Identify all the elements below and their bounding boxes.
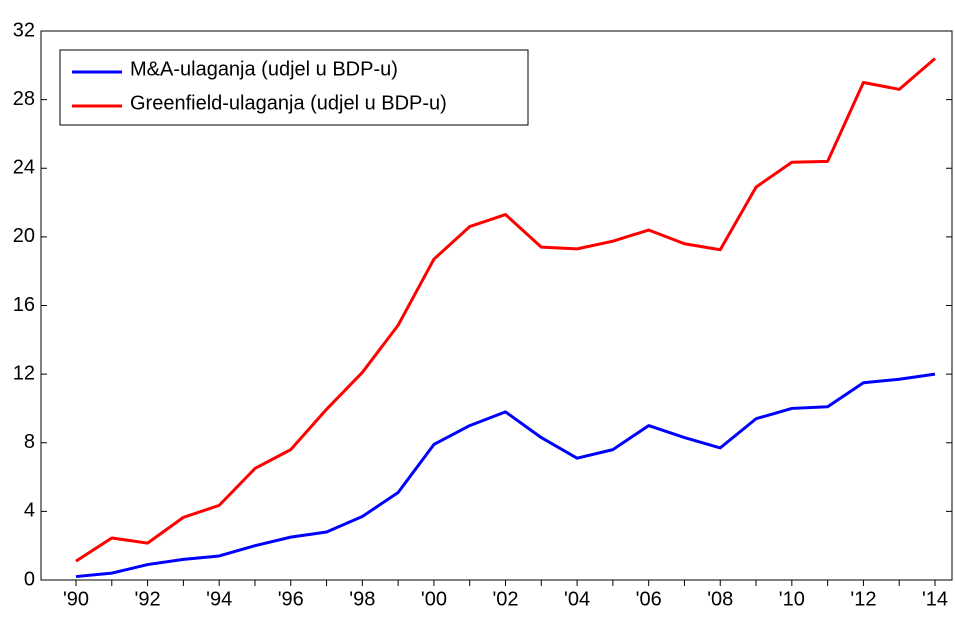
y-tick-label: 20 xyxy=(13,225,35,247)
x-tick-label: '12 xyxy=(850,588,876,610)
y-tick-label: 8 xyxy=(24,431,35,453)
y-tick-label: 16 xyxy=(13,294,35,316)
x-tick-label: '92 xyxy=(135,588,161,610)
series-line xyxy=(75,57,936,563)
y-tick-label: 24 xyxy=(13,157,35,179)
x-tick-label: '10 xyxy=(779,588,805,610)
y-tick-label: 0 xyxy=(24,568,35,590)
x-tick-label: '08 xyxy=(707,588,733,610)
x-tick-label: '02 xyxy=(492,588,518,610)
x-tick-label: '04 xyxy=(564,588,590,610)
x-tick-label: '14 xyxy=(922,588,948,610)
y-tick-label: 4 xyxy=(24,500,35,522)
y-tick-label: 32 xyxy=(13,19,35,41)
x-tick-label: '98 xyxy=(349,588,375,610)
y-tick-label: 12 xyxy=(13,362,35,384)
x-tick-label: '90 xyxy=(63,588,89,610)
legend-label: M&A-ulaganja (udjel u BDP-u) xyxy=(130,58,398,80)
x-tick-label: '94 xyxy=(206,588,232,610)
x-tick-label: '06 xyxy=(636,588,662,610)
legend-label: Greenfield-ulaganja (udjel u BDP-u) xyxy=(130,92,447,114)
x-tick-label: '00 xyxy=(421,588,447,610)
legend-box xyxy=(59,49,529,126)
y-tick-label: 28 xyxy=(13,88,35,110)
series-line xyxy=(75,372,936,579)
x-tick-label: '96 xyxy=(278,588,304,610)
